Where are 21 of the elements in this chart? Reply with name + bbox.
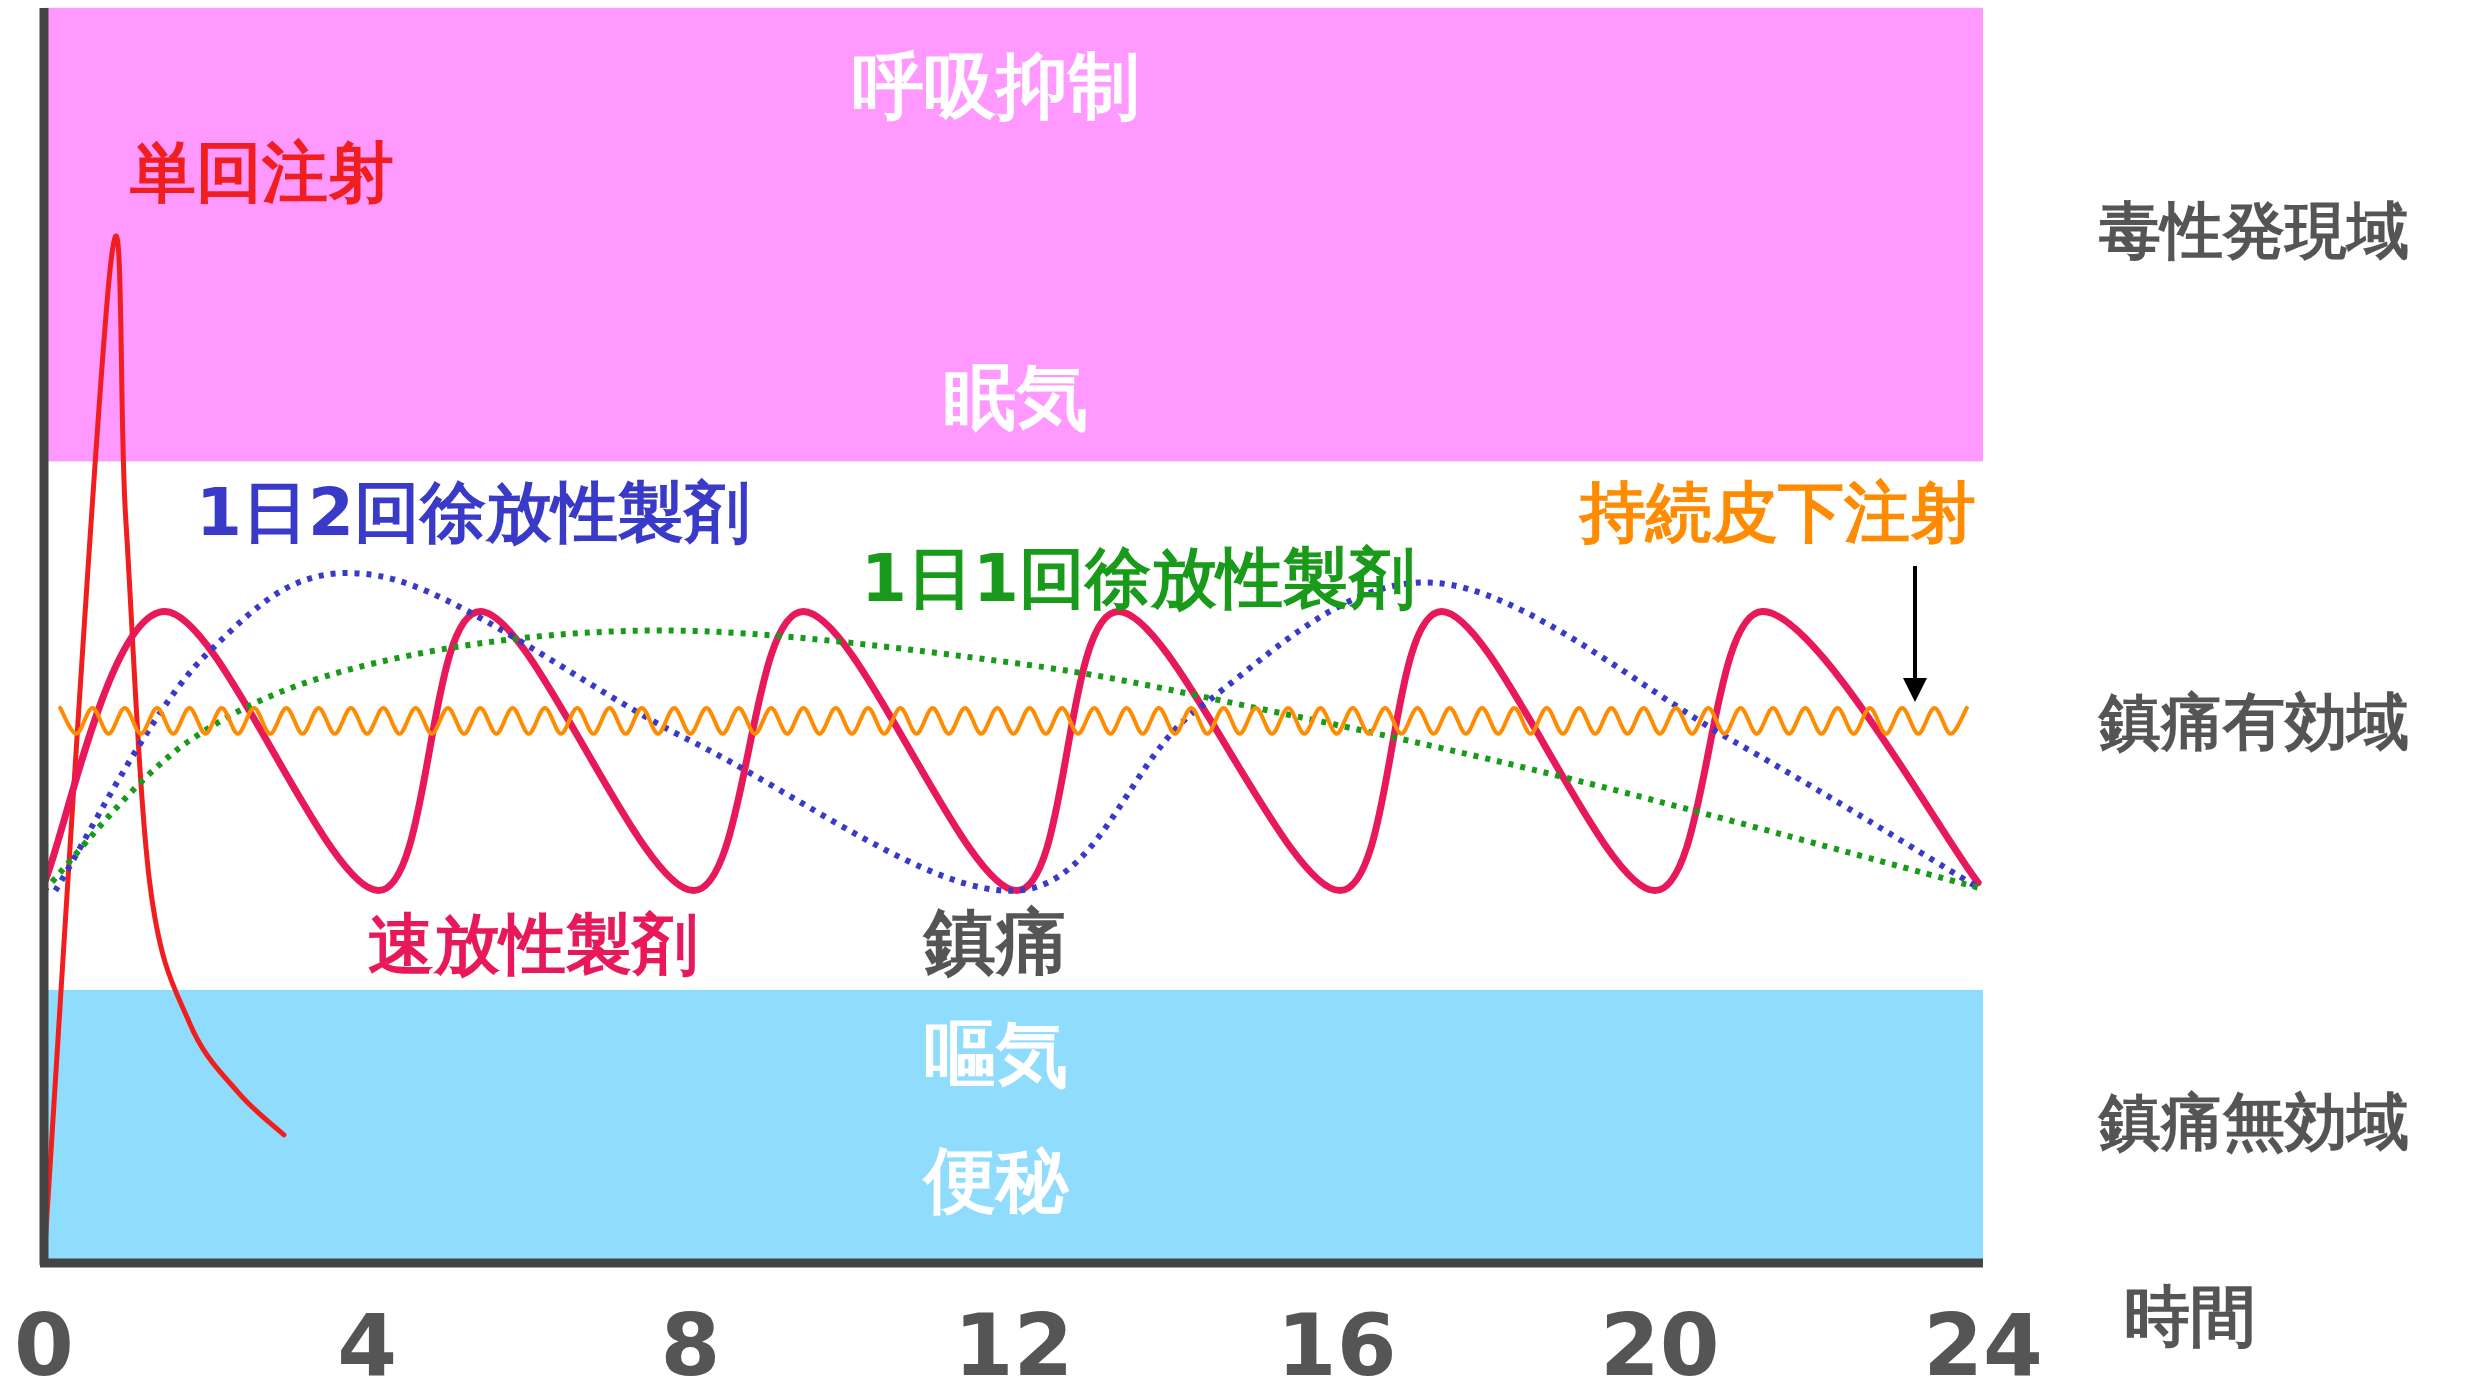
annotation: 便秘 (922, 1137, 1070, 1222)
band-label: 毒性発現域 (2099, 193, 2409, 267)
x-tick-label: 4 (337, 1295, 398, 1389)
x-tick-label: 24 (1923, 1295, 2043, 1389)
annotation: 眠気 (944, 354, 1088, 439)
text: 呼吸抑制 (852, 43, 1140, 128)
annotation: 鎮痛 (922, 898, 1068, 983)
x-tick-label: 8 (660, 1295, 721, 1389)
series-label: 速放性製剤 (368, 906, 698, 984)
series-label: 単回注射 (130, 134, 394, 212)
annotation: 嘔気 (924, 1011, 1068, 1096)
series-label: 1日1回徐放性製剤 (861, 540, 1415, 618)
x-tick-label: 20 (1599, 1295, 1720, 1389)
x-tick-label: 16 (1276, 1295, 1397, 1389)
text: 持続皮下注射 (1578, 474, 1976, 552)
x-tick-label: 12 (953, 1295, 1074, 1389)
series-label: 1日2回徐放性製剤 (196, 474, 750, 552)
band-label: 鎮痛無効域 (2097, 1084, 2409, 1158)
x-axis-title: 時間 (2124, 1278, 2256, 1356)
band-label: 鎮痛有効域 (2097, 684, 2409, 758)
x-tick-label: 0 (14, 1295, 74, 1389)
